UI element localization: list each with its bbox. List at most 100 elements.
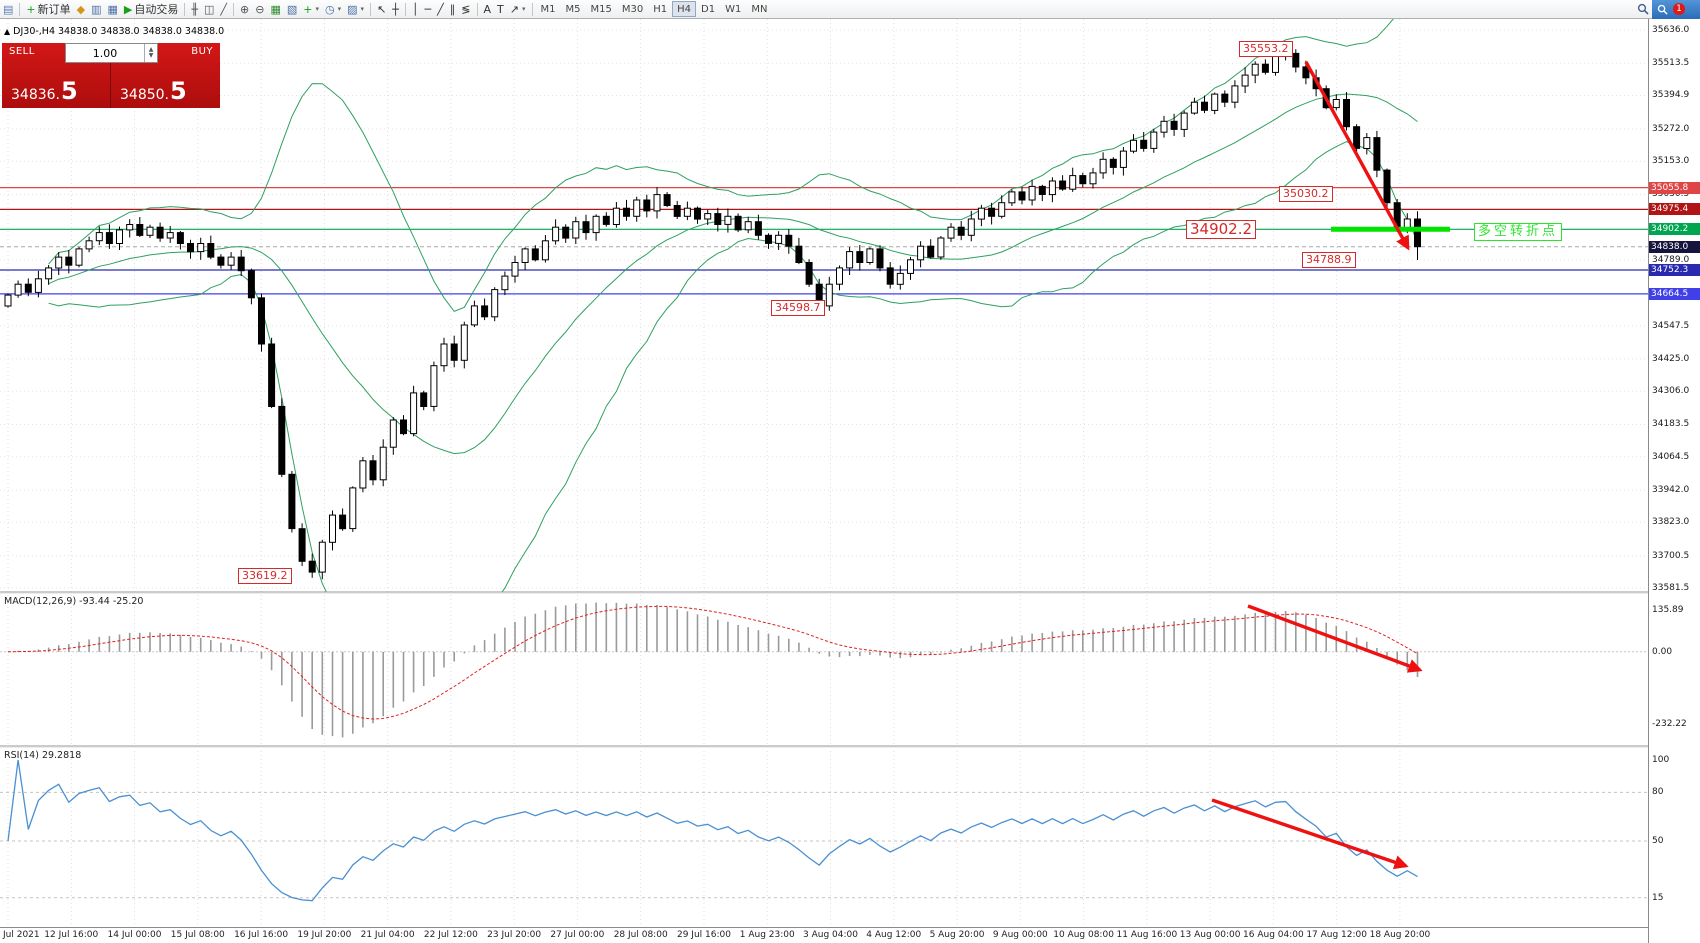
annotation-high-35553: 35553.2	[1239, 41, 1293, 57]
toolbar-separator	[476, 2, 478, 16]
tile-windows-icon[interactable]: ▦	[267, 1, 283, 18]
arrows-tool-icon[interactable]: ↗ ▾	[507, 1, 529, 18]
notification-area[interactable]: 1	[1652, 0, 1700, 19]
market-watch-icon-glyph: ▥	[91, 2, 102, 16]
chevron-down-icon: ▾	[337, 5, 342, 13]
time-axis-label: 18 Aug 20:00	[1369, 930, 1431, 940]
templates-icon[interactable]: ▨ ▾	[344, 1, 367, 18]
chevron-down-icon: ▾	[360, 5, 365, 13]
toolbar-separator	[370, 2, 372, 16]
price-axis-label: 34789.0	[1652, 255, 1690, 266]
sell-button[interactable]: SELL 34836. 5	[2, 43, 111, 108]
time-axis[interactable]: Jul 2021 12 Jul 16:00 14 Jul 00:00 15 Jul 0…	[0, 927, 1648, 943]
volume-spinner[interactable]: ▲ ▼	[144, 44, 157, 62]
time-axis-label: 23 Jul 20:00	[487, 930, 542, 940]
price-axis-label: 35394.9	[1652, 90, 1690, 101]
timeframe-d1[interactable]: D1	[696, 1, 720, 17]
search-button[interactable]	[1634, 1, 1652, 18]
time-axis-label: 17 Aug 12:00	[1306, 930, 1367, 940]
auto-trading-button-label: 自动交易	[134, 3, 179, 16]
market-watch-icon[interactable]: ▥	[88, 1, 104, 18]
toolbar-right: 1	[1634, 0, 1700, 19]
toolbar-separator	[531, 2, 533, 16]
rsi-axis-label: 80	[1652, 787, 1664, 798]
horizontal-line-icon[interactable]: ─	[422, 1, 435, 18]
buy-label: BUY	[191, 46, 213, 57]
timeframe-mn[interactable]: MN	[746, 1, 772, 17]
annotation-turning-point: 多空转折点	[1474, 223, 1563, 241]
toolbar-separator	[19, 2, 21, 16]
fibonacci-icon[interactable]: ≶	[458, 1, 473, 18]
time-axis-label: 9 Aug 00:00	[992, 930, 1048, 940]
crosshair-icon[interactable]: ┼	[389, 1, 402, 18]
indicators-icon[interactable]: + ▾	[300, 1, 322, 18]
arrows-tool-icon-glyph: ↗	[509, 2, 519, 16]
cascade-windows-icon-glyph: ▧	[286, 2, 298, 16]
fibonacci-icon-glyph: ≶	[461, 2, 471, 16]
time-axis-label: 29 Jul 16:00	[676, 930, 731, 940]
current-price-label: 34838.0	[1649, 240, 1700, 253]
price-axis-label: 34064.5	[1652, 451, 1690, 462]
new-order-button[interactable]: + 新订单	[23, 1, 73, 18]
collapse-arrow-icon[interactable]: ▲	[4, 27, 11, 36]
price-axis-label: 34306.0	[1652, 386, 1690, 397]
toolbar-separator	[184, 2, 186, 16]
periods-icon[interactable]: ◷ ▾	[322, 1, 344, 18]
zoom-out-icon[interactable]: ⊖	[252, 1, 267, 18]
rsi-axis-label: 15	[1652, 892, 1664, 903]
timeframe-m1[interactable]: M1	[536, 1, 561, 17]
timeframe-m30[interactable]: M30	[617, 1, 648, 17]
price-axis[interactable]: 35636.0 35513.5 35394.9 35272.0 35153.0 35030…	[1648, 0, 1700, 943]
price-axis-line-label: 34902.2	[1649, 223, 1700, 236]
time-axis-label: 22 Jul 12:00	[423, 930, 478, 940]
new-order-button-glyph: +	[26, 2, 36, 16]
timeframe-m5[interactable]: M5	[561, 1, 586, 17]
time-axis-label: 13 Aug 00:00	[1179, 930, 1241, 940]
vertical-line-icon[interactable]: │	[409, 1, 422, 18]
macd-label: MACD(12,26,9) -93.44 -25.20	[4, 596, 144, 607]
timeframe-m15[interactable]: M15	[586, 1, 617, 17]
annotation-level-34788: 34788.9	[1302, 252, 1356, 268]
zoom-in-icon[interactable]: ⊕	[237, 1, 252, 18]
timeframe-w1[interactable]: W1	[720, 1, 746, 17]
cascade-windows-icon[interactable]: ▧	[284, 1, 300, 18]
annotation-low-34598: 34598.7	[771, 300, 825, 316]
candlestick-chart-icon[interactable]: ◫	[201, 1, 217, 18]
time-axis-label: 19 Jul 20:00	[297, 930, 352, 940]
chart-canvas[interactable]	[0, 0, 1648, 943]
text-icon[interactable]: A	[481, 1, 495, 18]
candlestick-chart-icon-glyph: ◫	[204, 2, 215, 16]
line-chart-icon[interactable]: ╱	[217, 1, 230, 18]
volume-input[interactable]: 1.00 ▲ ▼	[65, 43, 158, 63]
cursor-icon[interactable]: ↖	[374, 1, 389, 18]
time-axis-label: 27 Jul 00:00	[550, 930, 605, 940]
time-axis-label: 4 Aug 12:00	[866, 930, 922, 940]
rsi-axis-label: 50	[1652, 836, 1664, 846]
auto-trading-button[interactable]: ▶ 自动交易	[121, 1, 181, 18]
notification-badge: 1	[1673, 3, 1685, 15]
time-axis-label: 10 Aug 08:00	[1053, 930, 1114, 940]
trendline-icon[interactable]: ╱	[434, 1, 447, 18]
volume-value: 1.00	[92, 46, 118, 60]
price-axis-label: 34547.5	[1652, 320, 1690, 331]
timeframe-h1[interactable]: H1	[648, 1, 672, 17]
toolbar-separator	[404, 2, 406, 16]
text-label-icon[interactable]: T	[494, 1, 507, 18]
crosshair-icon-glyph: ┼	[392, 2, 399, 16]
price-axis-label: 33942.0	[1652, 485, 1690, 496]
cursor-icon-glyph: ↖	[377, 2, 387, 16]
price-axis-label: 35153.0	[1652, 156, 1690, 167]
time-axis-label: 16 Aug 04:00	[1243, 930, 1304, 940]
periods-icon-glyph: ◷	[325, 2, 335, 16]
bar-chart-icon[interactable]: ╫	[188, 1, 201, 18]
timeframe-h4[interactable]: H4	[672, 1, 696, 17]
data-window-icon[interactable]: ▦	[105, 1, 121, 18]
macd-axis-label: 135.89	[1652, 604, 1684, 615]
chart-window-icon[interactable]: ▤	[0, 1, 16, 18]
rsi-label: RSI(14) 29.2818	[4, 750, 82, 761]
timeframe-w1-label: W1	[725, 3, 742, 15]
equidistant-channel-icon[interactable]: ∥	[447, 1, 459, 18]
toolbar-separator	[233, 2, 235, 16]
favorites-icon[interactable]: ◆	[74, 1, 88, 18]
time-axis-label: 1 Aug 23:00	[739, 930, 795, 940]
